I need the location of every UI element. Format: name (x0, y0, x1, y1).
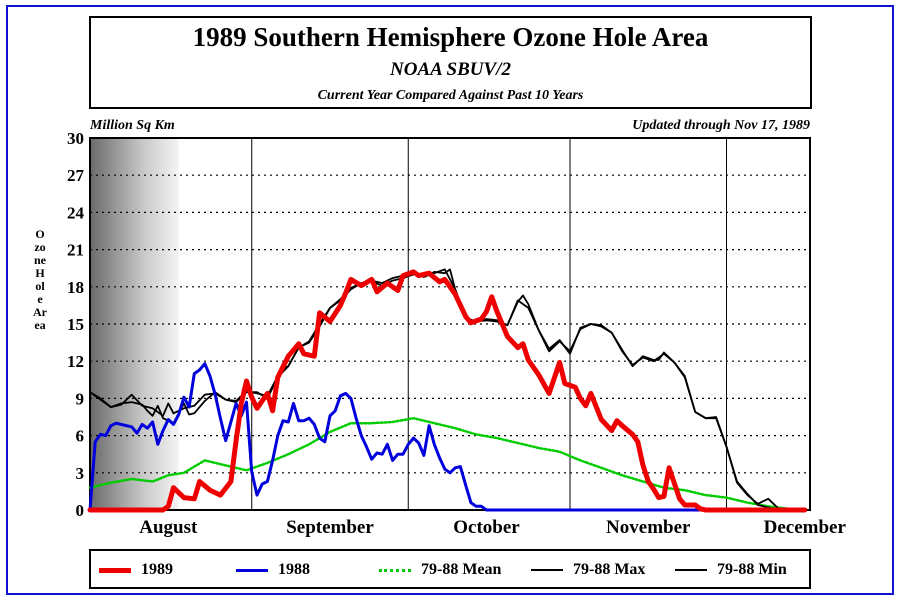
legend-label-1989: 1989 (141, 561, 173, 578)
legend-swatch-1989 (99, 567, 131, 573)
series-line-1988 (88, 362, 807, 512)
x-tick-label-december: December (764, 517, 847, 538)
x-tick-label-october: October (453, 517, 520, 538)
y-tick-label-15: 15 (67, 315, 84, 334)
legend-label-1988: 1988 (278, 561, 310, 578)
updated-label: Updated through Nov 17, 1989 (632, 118, 810, 133)
legend-label-mean: 79-88 Mean (421, 561, 502, 578)
chart-title: 1989 Southern Hemisphere Ozone Hole Area (192, 22, 709, 52)
title-box: 1989 Southern Hemisphere Ozone Hole Area… (89, 16, 812, 109)
legend-label-max: 79-88 Max (573, 561, 646, 578)
legend-swatch-max (531, 569, 563, 571)
y-tick-label-24: 24 (67, 203, 85, 222)
legend: 1989 1988 79-88 Mean 79-88 Max 79-88 Min (89, 549, 811, 589)
legend-swatch-min (675, 569, 707, 571)
y-axis-label: Ozone Hole Area (33, 227, 47, 332)
outer-frame (6, 5, 894, 595)
legend-label-min: 79-88 Min (717, 561, 787, 578)
unit-label: Million Sq Km (90, 118, 175, 133)
chart-subtitle: NOAA SBUV/2 (390, 59, 511, 80)
y-tick-label-12: 12 (67, 352, 84, 371)
y-tick-label-30: 30 (67, 129, 84, 148)
y-tick-label-6: 6 (76, 427, 85, 446)
legend-swatch-1988 (236, 568, 268, 572)
y-tick-label-0: 0 (76, 501, 85, 520)
series-line-79-88-min (89, 268, 806, 511)
plot-frame (89, 137, 811, 511)
series-line-79-88-mean (88, 416, 807, 512)
x-tick-label-september: September (286, 517, 374, 538)
y-tick-label-9: 9 (76, 389, 85, 408)
series-line-79-88-max (89, 268, 806, 511)
y-tick-label-18: 18 (67, 278, 84, 297)
x-tick-label-november: November (606, 517, 691, 538)
y-tick-label-27: 27 (67, 166, 85, 185)
y-tick-label-3: 3 (76, 464, 85, 483)
x-tick-label-august: August (139, 517, 198, 538)
series-line-1989 (87, 269, 808, 513)
y-tick-label-21: 21 (67, 241, 84, 260)
legend-swatch-mean (379, 568, 411, 572)
chart-caption: Current Year Compared Against Past 10 Ye… (317, 88, 584, 103)
